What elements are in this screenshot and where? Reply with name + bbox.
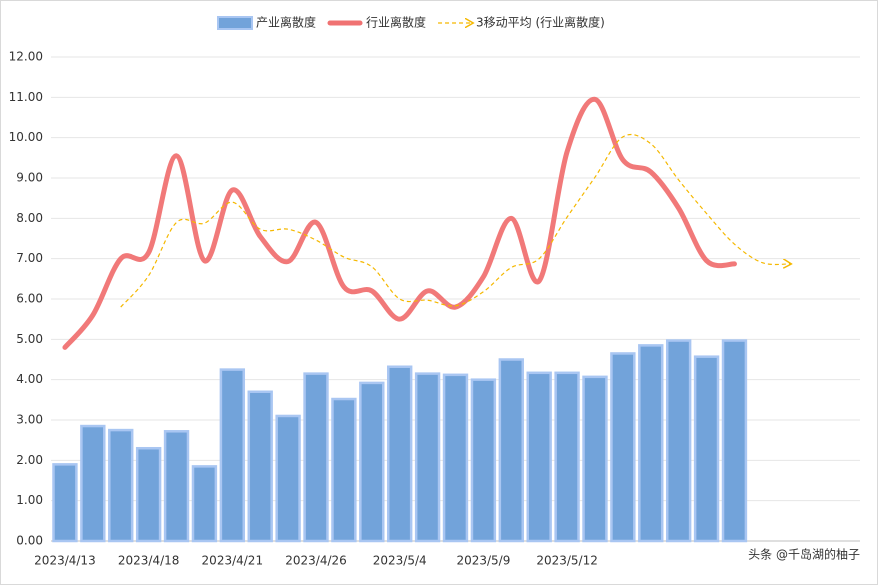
x-tick-label: 2023/5/9: [456, 554, 510, 568]
y-tick-label: 12.00: [9, 50, 43, 64]
bar: [303, 372, 329, 543]
y-tick-label: 10.00: [9, 130, 43, 144]
y-tick-label: 6.00: [16, 292, 43, 306]
bar: [191, 465, 218, 543]
y-tick-label: 2.00: [16, 453, 43, 467]
bar: [387, 365, 413, 543]
bar: [163, 430, 190, 543]
legend-label: 3移动平均 (行业离散度): [476, 15, 605, 30]
bar: [275, 414, 301, 543]
bar: [610, 352, 636, 543]
y-tick-label: 7.00: [16, 251, 43, 265]
bar: [135, 446, 162, 543]
y-tick-label: 0.00: [16, 534, 43, 548]
bar: [442, 373, 469, 543]
legend-label: 行业离散度: [366, 15, 426, 30]
x-tick-label: 2023/5/4: [373, 554, 427, 568]
bar: [219, 368, 246, 543]
y-tick-label: 1.00: [16, 493, 43, 507]
bar: [108, 428, 134, 543]
bar: [52, 463, 78, 543]
x-tick-label: 2023/4/13: [34, 554, 96, 568]
y-tick-label: 5.00: [16, 332, 43, 346]
bar: [526, 371, 552, 543]
legend-swatch: [217, 16, 253, 30]
bar: [638, 344, 664, 543]
y-tick-label: 3.00: [16, 413, 43, 427]
y-tick-label: 11.00: [9, 90, 43, 104]
bar: [80, 424, 106, 543]
x-tick-label: 2023/4/18: [118, 554, 180, 568]
bar: [470, 378, 497, 543]
y-tick-label: 4.00: [16, 372, 43, 386]
legend-label: 产业离散度: [256, 15, 316, 30]
x-tick-label: 2023/4/21: [202, 554, 264, 568]
line: [62, 96, 737, 350]
moving-average-line: [120, 133, 791, 308]
bar: [665, 339, 692, 543]
y-tick-label: 9.00: [16, 171, 43, 185]
x-tick-label: 2023/4/26: [285, 554, 347, 568]
bar: [247, 390, 273, 543]
bar: [582, 375, 608, 543]
bar: [359, 381, 385, 543]
bar: [331, 397, 357, 543]
bar: [693, 355, 720, 543]
bar: [721, 339, 748, 543]
y-tick-label: 8.00: [16, 211, 43, 225]
bar: [414, 372, 441, 543]
watermark: 头条 @千岛湖的柚子: [748, 547, 860, 562]
bar: [498, 358, 524, 543]
bar: [554, 371, 580, 543]
x-tick-label: 2023/5/12: [536, 554, 598, 568]
